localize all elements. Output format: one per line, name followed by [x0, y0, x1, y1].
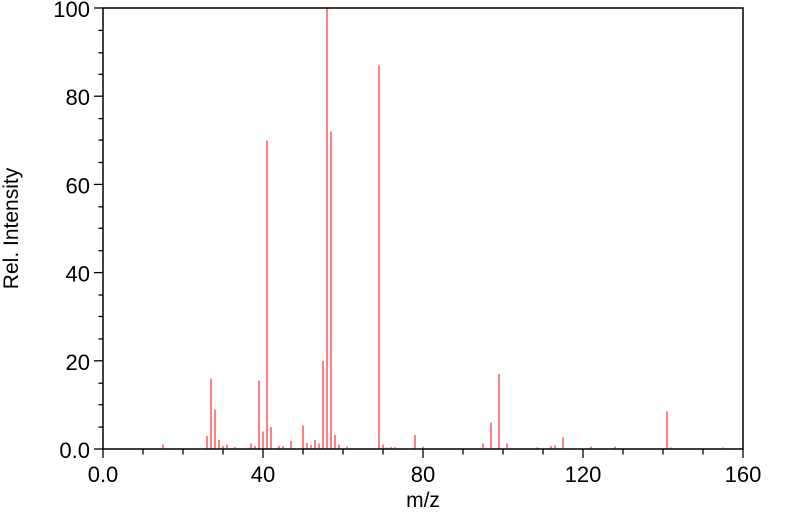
svg-text:160: 160: [725, 462, 762, 487]
svg-text:40: 40: [66, 262, 90, 287]
svg-text:Rel. Intensity: Rel. Intensity: [0, 167, 23, 289]
svg-text:m/z: m/z: [406, 489, 440, 512]
svg-text:20: 20: [66, 350, 90, 375]
svg-text:60: 60: [66, 173, 90, 198]
svg-text:0.0: 0.0: [88, 462, 119, 487]
svg-text:80: 80: [411, 462, 435, 487]
svg-text:100: 100: [53, 0, 90, 22]
svg-text:80: 80: [66, 85, 90, 110]
svg-text:120: 120: [565, 462, 602, 487]
svg-text:0.0: 0.0: [59, 438, 90, 463]
svg-text:40: 40: [251, 462, 275, 487]
